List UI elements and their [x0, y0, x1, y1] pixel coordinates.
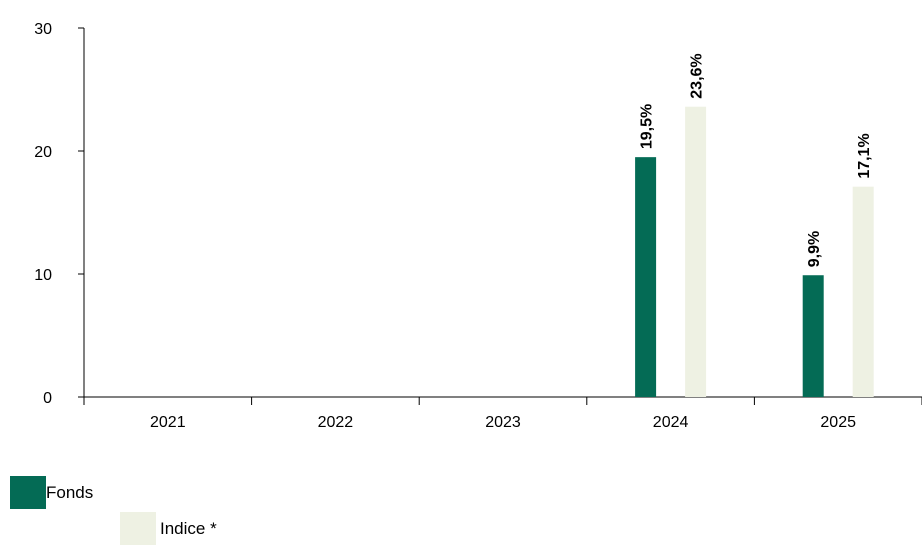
x-axis: 2021 2022 2023 2024 2025	[83, 396, 922, 431]
legend-item-indice: Indice *	[120, 512, 217, 545]
bar-indice-2024	[685, 106, 707, 397]
y-tick-label: 20	[34, 144, 52, 161]
bar-indice-2025	[852, 186, 874, 397]
data-label-fonds-2024: 19,5%	[639, 104, 656, 149]
legend-label-fonds: Fonds	[46, 482, 94, 502]
legend-swatch-fonds	[10, 476, 46, 509]
legend: Fonds Indice *	[10, 476, 410, 545]
x-tick-label: 2024	[653, 414, 689, 431]
data-label-fonds-2025: 9,9%	[806, 231, 823, 267]
x-tick-label: 2023	[485, 414, 521, 431]
x-tick-label: 2025	[820, 414, 856, 431]
y-tick-label: 30	[34, 21, 52, 38]
legend-label-indice: Indice *	[160, 518, 217, 538]
data-labels: 19,5% 9,9% 23,6% 17,1%	[639, 53, 874, 267]
data-label-indice-2024: 23,6%	[689, 53, 706, 98]
legend-swatch-indice	[120, 512, 156, 545]
y-tick-label: 10	[34, 267, 52, 284]
bar-fonds-2025	[802, 275, 824, 397]
y-axis: 0 10 20 30	[34, 21, 85, 407]
legend-item-fonds: Fonds	[10, 476, 93, 509]
bar-fonds-2024	[635, 157, 657, 397]
x-tick-label: 2021	[150, 414, 186, 431]
data-label-indice-2025: 17,1%	[856, 133, 873, 178]
x-tick-label: 2022	[318, 414, 354, 431]
bars	[635, 106, 874, 397]
y-tick-label: 0	[43, 390, 52, 407]
